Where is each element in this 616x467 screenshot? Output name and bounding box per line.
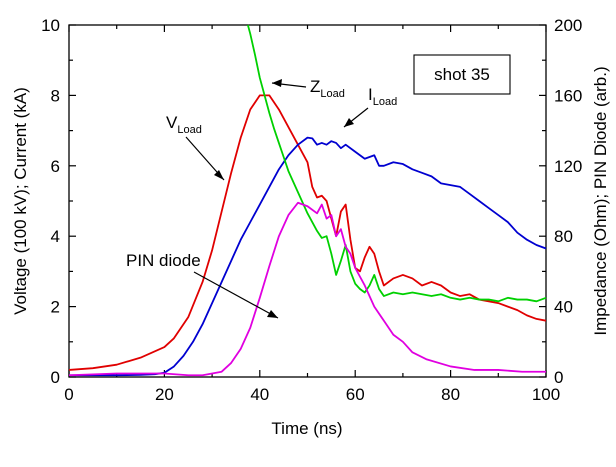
y-tick-label: 4: [51, 227, 60, 246]
annotation-z-load-sub: Load: [320, 88, 344, 100]
annotation-pin-diode: PIN diode: [126, 251, 279, 319]
x-tick-label: 100: [532, 385, 560, 404]
shot-label-frame: [413, 54, 511, 95]
annotation-v-load-main: V: [166, 113, 178, 132]
y2-tick-label: 80: [554, 227, 573, 246]
annotation-i-load-sub: Load: [373, 96, 397, 108]
y2-tick-labels: 0 40 80 120 160 200: [554, 16, 582, 387]
annotation-z-load-arrowhead: [272, 79, 282, 87]
annotation-i-load-arrowhead: [344, 118, 354, 127]
y-tick-label: 6: [51, 157, 60, 176]
annotation-z-load: ZLoad: [271, 77, 345, 100]
x-tick-label: 0: [64, 385, 73, 404]
y-tick-label: 2: [51, 298, 60, 317]
y-axis-title: Voltage (100 kV); Current (kA): [11, 87, 30, 315]
annotation-v-load-sub: Load: [177, 124, 201, 136]
series-group: [68, 24, 547, 377]
y2-axis-title: Impedance (Ohm); PIN Diode (arb.): [591, 66, 610, 335]
y-tick-label: 0: [51, 368, 60, 387]
x-tick-label: 40: [250, 385, 269, 404]
annotation-i-load-label: ILoad: [368, 85, 397, 108]
y2-tick-label: 160: [554, 86, 582, 105]
series-line-i-load: [69, 136, 547, 377]
y-tick-labels: 0 2 4 6 8 10: [41, 16, 60, 387]
annotation-i-load: ILoad: [343, 85, 397, 128]
series-line-pin-diode: [68, 201, 546, 377]
series-line-v-load: [68, 94, 547, 371]
shot-label: shot 35: [434, 65, 490, 84]
annotation-i-load-main: I: [368, 85, 373, 104]
x-tick-label: 20: [155, 385, 174, 404]
annotations: VLoad ILoad ZLoad PIN diode: [126, 77, 397, 319]
x-tick-label: 80: [441, 385, 460, 404]
x-axis-title: Time (ns): [271, 419, 342, 438]
annotation-pin-diode-arrow: [193, 271, 279, 319]
y2-tick-label: 120: [554, 157, 582, 176]
annotation-z-load-label: ZLoad: [310, 77, 345, 100]
annotation-v-load-arrowhead: [214, 170, 224, 180]
y2-tick-label: 0: [554, 368, 563, 387]
annotation-v-load-label: VLoad: [166, 113, 202, 136]
y2-tick-label: 200: [554, 16, 582, 35]
x-tick-label: 60: [346, 385, 365, 404]
x-tick-labels: 0 20 40 60 80 100: [64, 385, 560, 404]
annotation-v-load: VLoad: [166, 113, 225, 181]
y-tick-label: 8: [51, 86, 60, 105]
y2-tick-label: 40: [554, 298, 573, 317]
y-tick-label: 10: [41, 16, 60, 35]
annotation-pin-diode-arrowhead: [267, 310, 278, 318]
shot-label-box: shot 35: [413, 54, 511, 95]
series-line-z-load: [247, 24, 547, 303]
tick-marks: [68, 24, 547, 378]
annotation-pin-diode-label: PIN diode: [126, 251, 201, 270]
annotation-z-load-main: Z: [310, 77, 320, 96]
